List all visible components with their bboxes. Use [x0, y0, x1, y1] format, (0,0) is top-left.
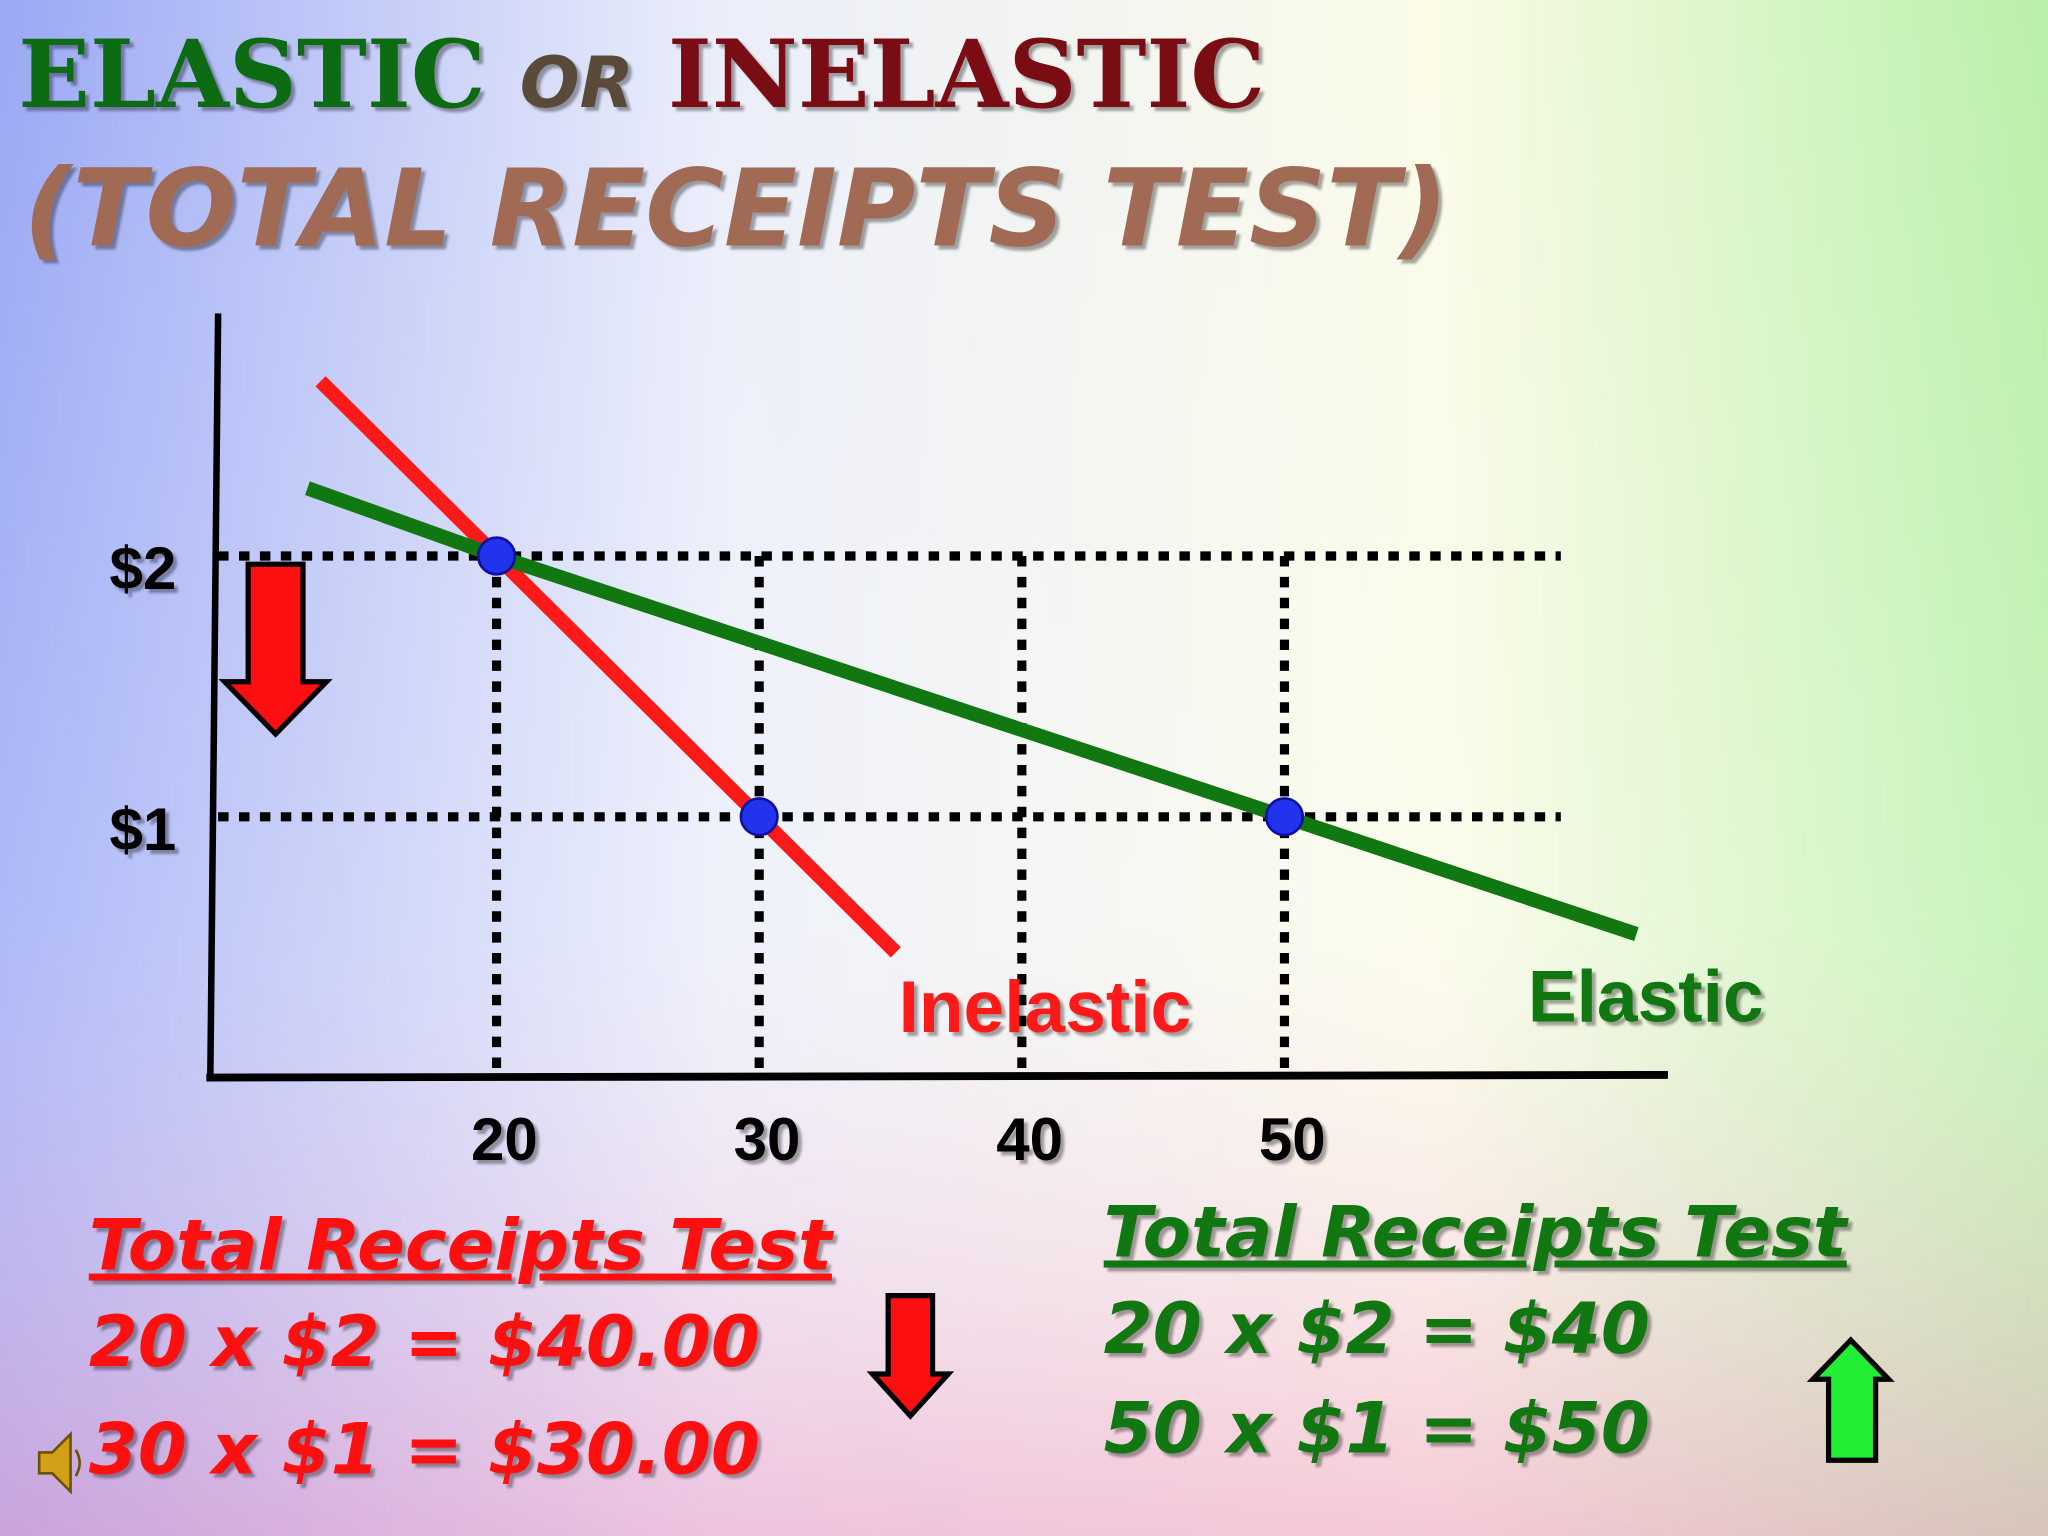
x-tick-label: 40	[996, 1106, 1063, 1173]
speaker-icon	[37, 1430, 81, 1495]
series-line	[305, 481, 1639, 941]
price-down-arrow	[218, 561, 333, 738]
title-or: OR	[520, 42, 634, 124]
receipts-up-arrow	[1806, 1336, 1895, 1463]
series-line	[315, 376, 901, 958]
point-marker	[739, 797, 779, 837]
series-label: Inelastic	[899, 967, 1192, 1048]
x-tick-label: 30	[734, 1106, 801, 1173]
y-tick-label: $1	[109, 796, 176, 863]
chart: $1 $2 20 30 40 50 Inelastic Elastic	[109, 313, 1764, 1173]
point-marker	[1264, 797, 1305, 837]
receipts-down-arrow	[866, 1293, 955, 1420]
inelastic-line2: 30 x $1 = $30.00	[89, 1408, 760, 1490]
y-axis	[207, 313, 222, 1082]
inelastic-heading: Total Receipts Test	[89, 1205, 834, 1287]
elastic-line2: 50 x $1 = $50	[1104, 1387, 1650, 1469]
elastic-line1: 20 x $2 = $40	[1104, 1288, 1650, 1370]
x-tick-label: 20	[471, 1106, 538, 1173]
x-axis	[206, 1071, 1668, 1082]
title-inelastic: INELASTIC	[668, 20, 1265, 130]
y-tick-label: $2	[109, 535, 176, 602]
series-label: Elastic	[1528, 956, 1764, 1037]
title-elastic: ELASTIC	[18, 20, 485, 130]
title-line: ELASTIC OR INELASTIC	[18, 20, 1265, 130]
inelastic-line1: 20 x $2 = $40.00	[89, 1301, 760, 1383]
x-tick-label: 50	[1259, 1106, 1326, 1173]
point-marker	[476, 536, 517, 576]
subtitle: (TOTAL RECEIPTS TEST)	[24, 148, 1449, 272]
elastic-heading: Total Receipts Test	[1104, 1191, 1849, 1273]
